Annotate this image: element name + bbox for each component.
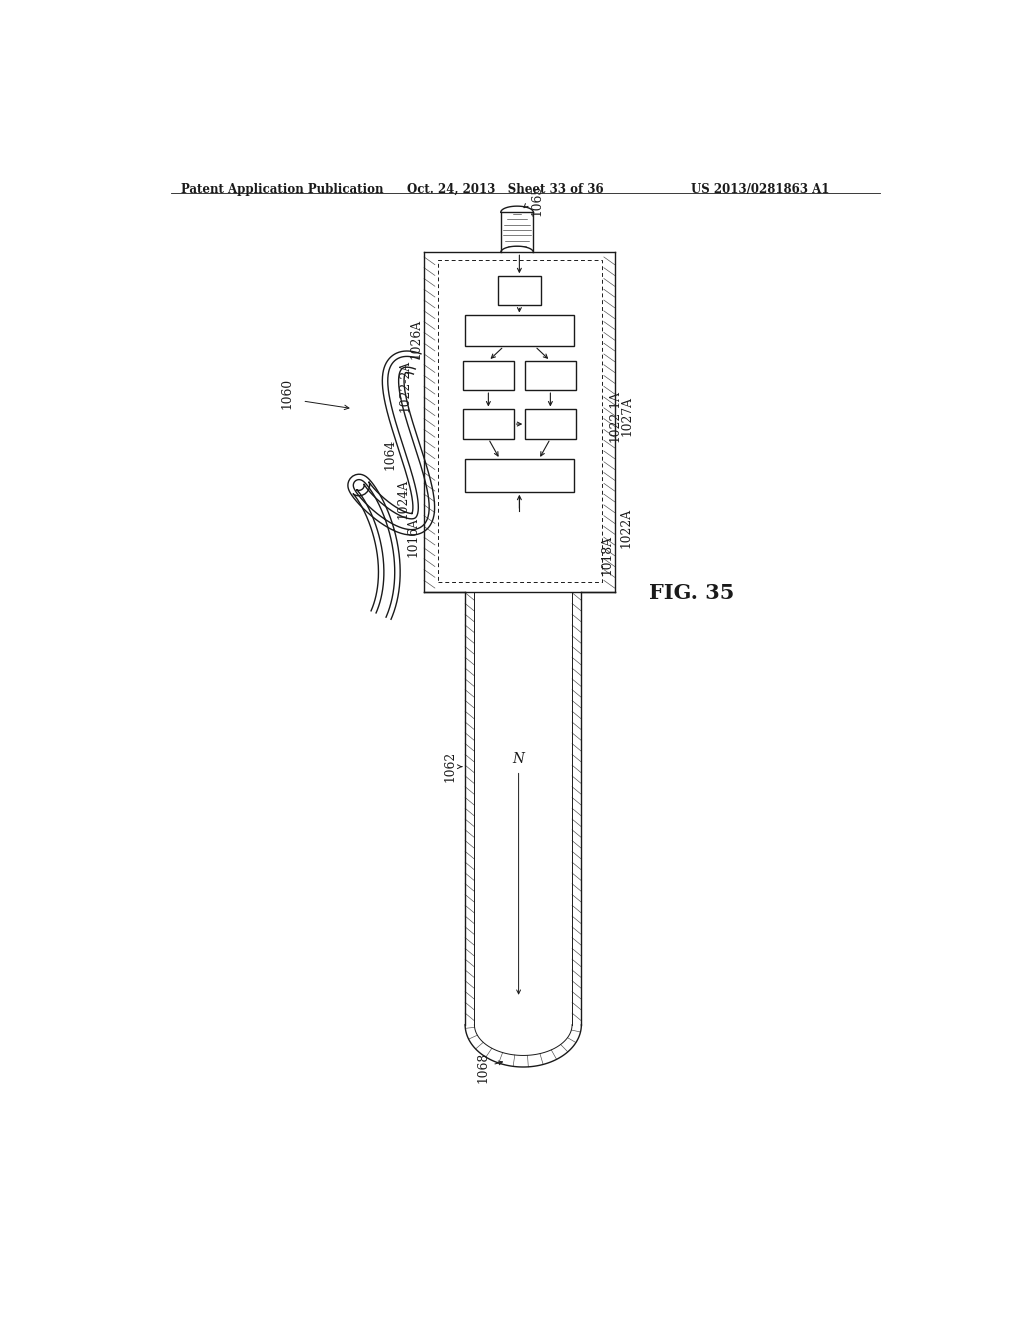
Text: 1060: 1060	[281, 378, 293, 409]
Text: US 2013/0281863 A1: US 2013/0281863 A1	[690, 183, 829, 197]
Text: Oct. 24, 2013   Sheet 33 of 36: Oct. 24, 2013 Sheet 33 of 36	[407, 183, 603, 197]
Text: 1026A: 1026A	[410, 319, 423, 359]
Bar	[438, 260, 602, 582]
Text: 1027A: 1027A	[621, 396, 634, 437]
Bar	[463, 360, 514, 391]
Bar	[465, 315, 573, 346]
Text: 1022-1A: 1022-1A	[608, 391, 622, 442]
Bar	[525, 409, 575, 438]
Text: FIG. 35: FIG. 35	[649, 583, 734, 603]
Text: 1022A: 1022A	[620, 508, 633, 548]
Text: 1068: 1068	[476, 1051, 489, 1082]
Bar	[463, 409, 514, 438]
Bar	[465, 459, 573, 492]
Text: 1064: 1064	[383, 440, 396, 470]
Text: 1022-2A: 1022-2A	[399, 359, 412, 412]
Text: 1016A: 1016A	[407, 517, 420, 557]
Text: 1024A: 1024A	[396, 479, 410, 519]
Text: 1018A: 1018A	[600, 535, 613, 576]
Bar	[525, 360, 575, 391]
Bar	[498, 276, 541, 305]
Text: 1062: 1062	[443, 751, 456, 783]
Text: Patent Application Publication: Patent Application Publication	[180, 183, 383, 197]
Text: N: N	[513, 752, 524, 766]
Text: 1065: 1065	[531, 185, 544, 216]
